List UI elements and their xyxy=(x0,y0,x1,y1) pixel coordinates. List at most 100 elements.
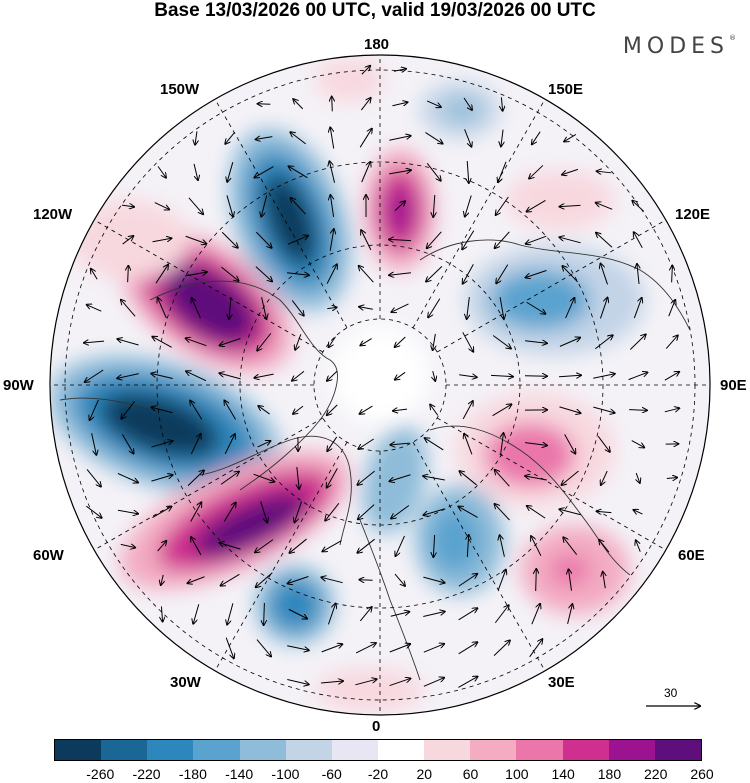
wind-arrow xyxy=(393,69,406,71)
wind-arrow xyxy=(531,536,542,557)
wind-arrow xyxy=(501,433,504,455)
wind-arrow xyxy=(322,540,342,552)
colorbar-swatch xyxy=(285,740,332,760)
wind-arrow xyxy=(227,603,234,624)
colorbar-swatch xyxy=(55,740,102,760)
wind-arrow xyxy=(154,202,169,210)
wind-arrow xyxy=(256,572,273,587)
wind-arrow xyxy=(529,165,544,178)
wind-arrow xyxy=(430,405,439,416)
wind-arrow xyxy=(225,131,236,144)
colorbar-swatch xyxy=(239,740,286,760)
colorbar-tick-label: -100 xyxy=(271,766,300,782)
wind-arrow xyxy=(161,606,162,621)
wind-arrow xyxy=(264,602,265,625)
wind-arrow xyxy=(423,611,444,617)
wind-arrow xyxy=(395,336,406,347)
anomaly-region xyxy=(315,58,385,102)
wind-arrow xyxy=(151,407,173,414)
wind-arrow xyxy=(501,129,503,147)
colorbar-swatch xyxy=(424,740,471,760)
wind-arrow xyxy=(221,266,238,281)
wind-arrow xyxy=(361,66,370,75)
map-title: Base 13/03/2026 00 UTC, valid 19/03/2026… xyxy=(154,0,596,21)
label-lon-90w: 90W xyxy=(3,377,34,394)
registered-mark: ® xyxy=(729,34,736,42)
wind-arrow xyxy=(295,334,302,350)
wind-arrow xyxy=(327,468,338,487)
wind-arrow xyxy=(186,371,207,382)
wind-arrow xyxy=(358,504,375,520)
wind-arrow xyxy=(90,399,99,420)
wind-arrow xyxy=(193,604,200,623)
wind-arrow xyxy=(391,303,409,312)
wind-arrow xyxy=(498,161,507,182)
wind-arrow xyxy=(631,440,645,448)
wind-arrow xyxy=(327,404,338,415)
wind-arrow xyxy=(297,467,299,489)
label-lon-30w: 30W xyxy=(170,674,201,691)
wind-arrow xyxy=(260,501,268,523)
wind-arrow xyxy=(253,473,275,482)
anomaly-region xyxy=(505,170,615,230)
wind-arrow xyxy=(287,645,309,651)
wind-arrow xyxy=(597,171,612,173)
wind-arrow xyxy=(291,300,303,315)
wind-arrow xyxy=(628,372,648,381)
wind-arrow xyxy=(668,300,676,317)
wind-arrow xyxy=(559,237,581,244)
wind-arrow xyxy=(193,163,198,180)
wind-arrow xyxy=(558,375,581,377)
wind-arrow xyxy=(564,134,577,141)
wind-arrow xyxy=(225,637,234,659)
wind-arrow xyxy=(224,401,237,420)
anomaly-region xyxy=(485,423,575,487)
wind-arrow xyxy=(389,239,412,240)
wind-arrow xyxy=(289,538,307,553)
wind-arrow xyxy=(122,434,133,453)
colorbar-tick-label: 100 xyxy=(505,766,529,782)
wind-arrow xyxy=(389,136,410,141)
wind-arrow xyxy=(191,537,202,556)
wind-arrow xyxy=(634,510,643,514)
wind-arrow xyxy=(221,573,240,585)
wind-arrow xyxy=(190,434,200,455)
wind-arrow xyxy=(458,608,478,621)
wind-arrow xyxy=(593,374,615,379)
wind-arrow xyxy=(525,443,547,446)
wind-arrow xyxy=(389,678,411,687)
wind-arrow xyxy=(190,502,202,522)
meridian-line xyxy=(436,417,671,553)
wind-arrow xyxy=(462,332,473,351)
wind-arrow xyxy=(664,408,679,412)
wind-arrow xyxy=(195,131,197,144)
wind-arrow xyxy=(151,475,172,482)
wind-arrow xyxy=(394,201,405,212)
wind-arrow xyxy=(465,195,472,216)
label-lon-150w: 150W xyxy=(160,81,200,98)
wind-arrow xyxy=(361,162,371,183)
wind-arrow xyxy=(433,194,435,217)
wind-arrow xyxy=(128,266,129,283)
meridian-line xyxy=(412,94,548,329)
meridian-line xyxy=(412,441,548,676)
colorbar-tick-label: -20 xyxy=(367,766,389,782)
wind-arrow xyxy=(559,406,580,413)
wind-arrow xyxy=(464,434,473,455)
wind-arrow xyxy=(121,205,134,207)
wind-arrow xyxy=(121,300,136,317)
wind-arrow xyxy=(597,511,612,512)
wind-arrow xyxy=(392,102,407,105)
colorbar-swatch xyxy=(377,740,425,760)
wind-arrow xyxy=(255,539,274,553)
wind-arrow xyxy=(185,235,207,244)
wind-arrow xyxy=(559,509,581,516)
wind-arrow xyxy=(666,478,677,479)
wind-arrow xyxy=(389,170,411,175)
wind-arrow xyxy=(499,297,504,319)
wind-arrow xyxy=(637,264,639,285)
wind-arrow xyxy=(567,604,573,624)
colorbar-swatch xyxy=(654,740,701,760)
wind-arrow xyxy=(636,472,640,483)
wind-arrow xyxy=(157,166,166,177)
